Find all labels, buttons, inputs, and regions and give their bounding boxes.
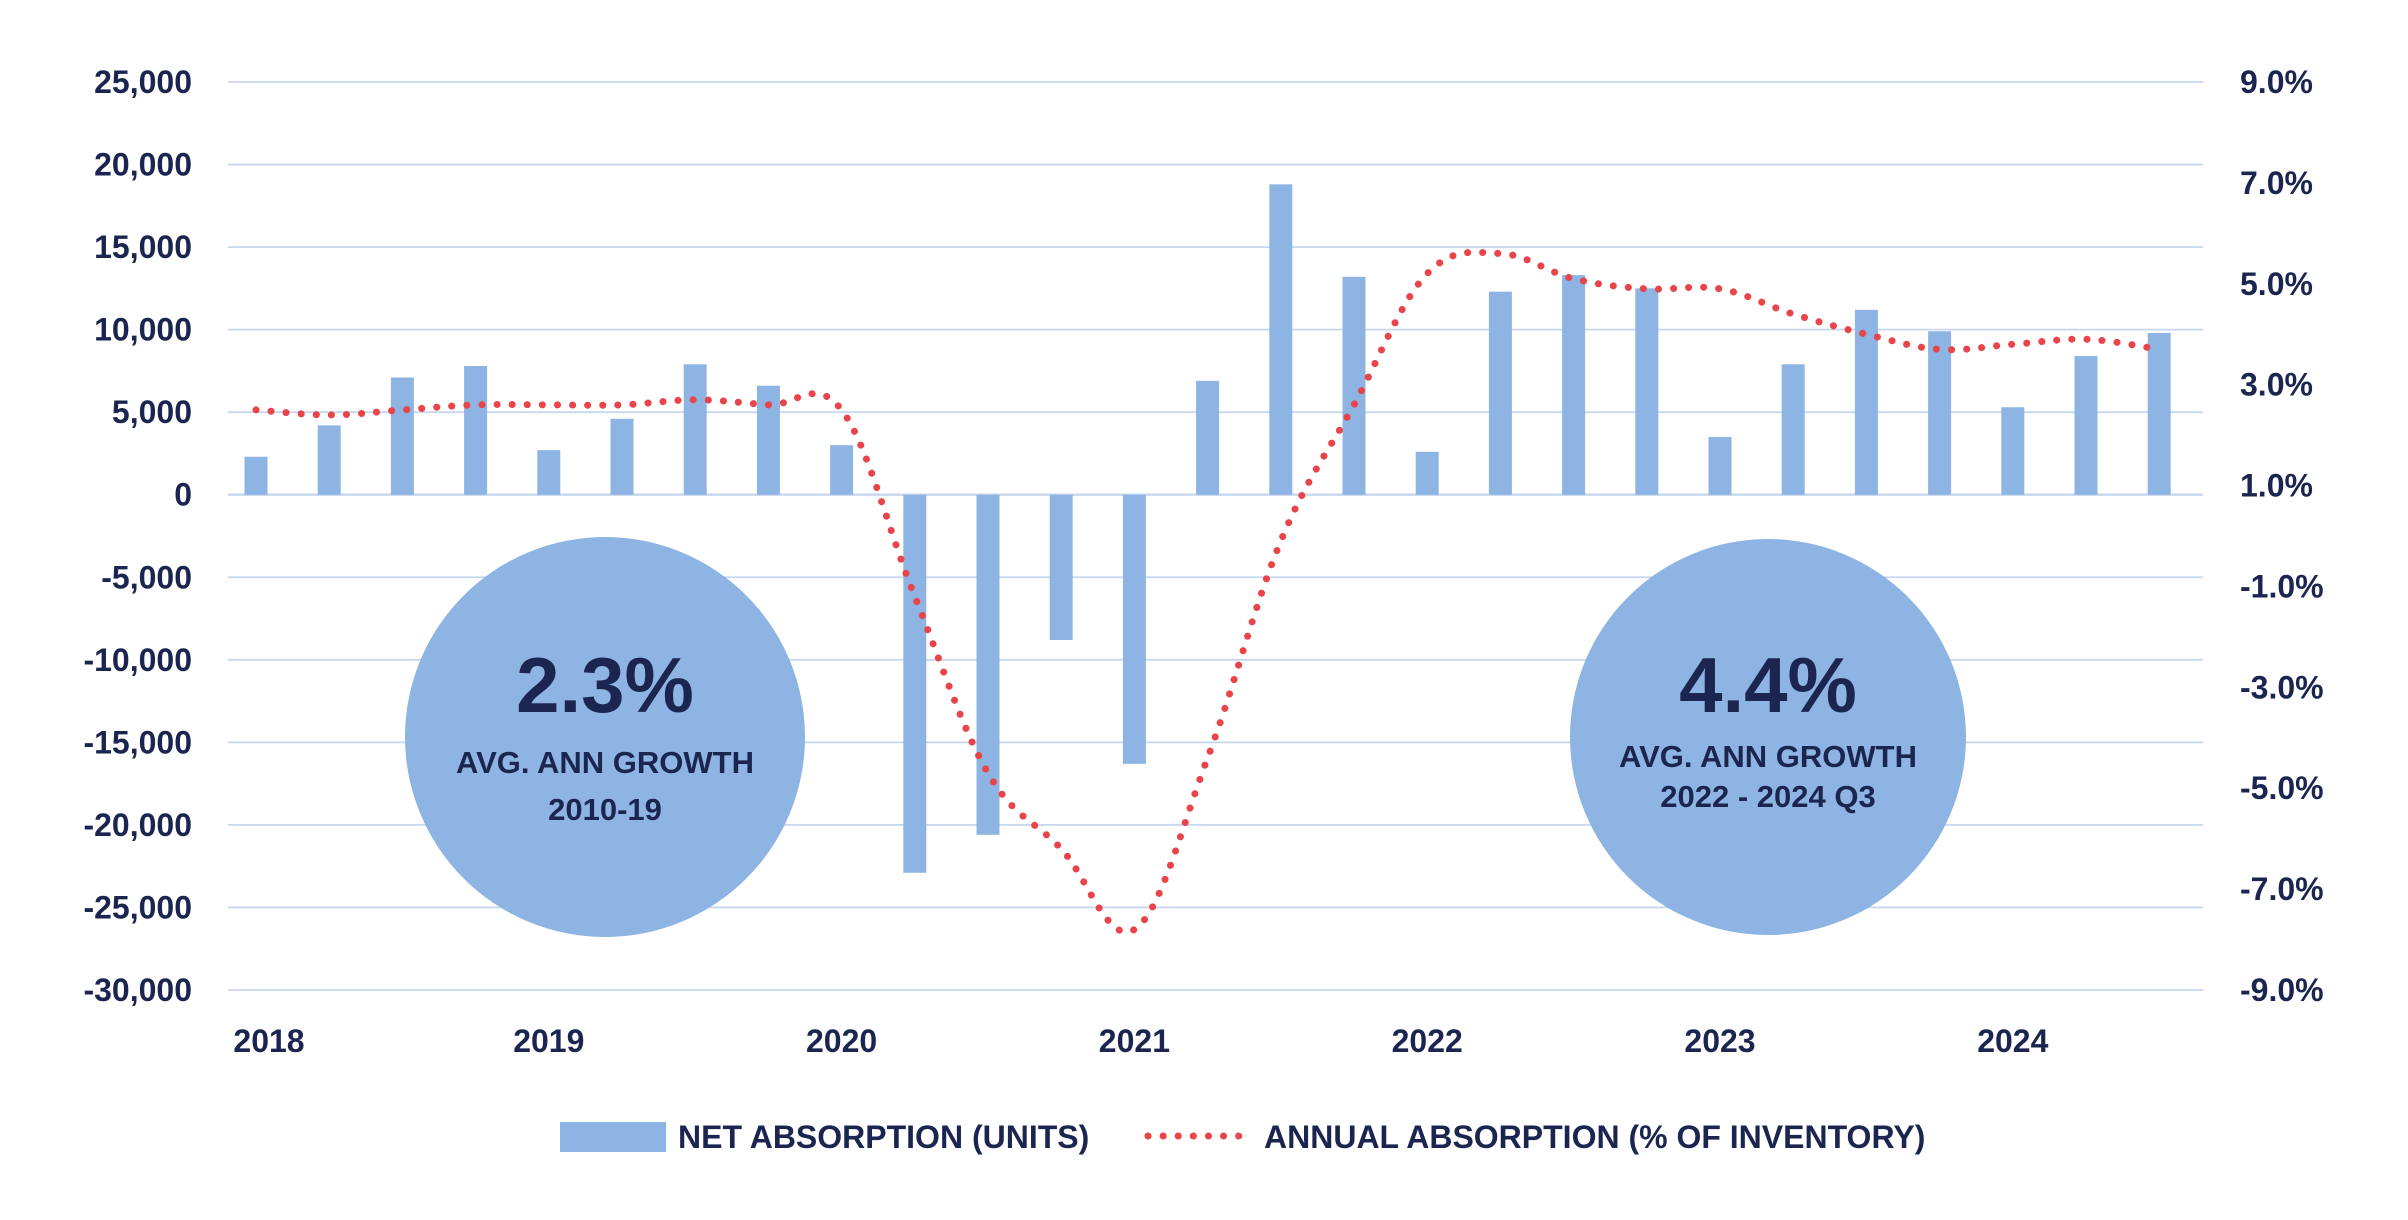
bar xyxy=(390,377,414,495)
bar xyxy=(1928,331,1952,495)
y2-tick-label: 5.0% xyxy=(2240,266,2313,302)
bar xyxy=(610,418,634,495)
bar xyxy=(1269,184,1293,495)
annotation-line-2: 2022 - 2024 Q3 xyxy=(1660,779,1875,814)
annotation-circles xyxy=(405,537,1966,937)
bar xyxy=(683,364,707,495)
bar xyxy=(830,445,854,495)
legend-bar-swatch xyxy=(560,1122,666,1152)
bar xyxy=(1708,436,1732,495)
x-tick-label: 2021 xyxy=(1099,1023,1170,1059)
y-tick-label: 15,000 xyxy=(94,229,192,265)
x-tick-label: 2022 xyxy=(1392,1023,1463,1059)
y-tick-label: -15,000 xyxy=(83,724,192,760)
bar xyxy=(1196,380,1220,495)
y-tick-label: -10,000 xyxy=(83,642,192,678)
x-tick-label: 2020 xyxy=(806,1023,877,1059)
bar xyxy=(537,450,561,495)
bar xyxy=(2147,332,2171,495)
y-tick-label: -5,000 xyxy=(101,559,192,595)
bar xyxy=(1635,288,1659,495)
y2-tick-label: -7.0% xyxy=(2240,871,2324,907)
y-tick-label: 25,000 xyxy=(94,64,192,100)
bar xyxy=(1562,275,1586,495)
bar xyxy=(1049,494,1073,641)
bar xyxy=(1781,364,1805,495)
bar xyxy=(903,494,927,873)
y2-tick-label: 1.0% xyxy=(2240,468,2313,504)
annotation-value: 4.4% xyxy=(1679,641,1857,729)
x-tick-label: 2019 xyxy=(513,1023,584,1059)
line-series-annual-absorption xyxy=(252,248,2163,936)
y-tick-label: 10,000 xyxy=(94,312,192,348)
bar xyxy=(244,456,268,495)
bar xyxy=(1488,291,1512,495)
y-tick-label: 0 xyxy=(174,477,192,513)
y2-tick-label: -3.0% xyxy=(2240,669,2324,705)
bar xyxy=(976,494,1000,835)
x-tick-label: 2023 xyxy=(1684,1023,1755,1059)
x-tick-label: 2018 xyxy=(233,1023,304,1059)
y-tick-label: 5,000 xyxy=(112,394,192,430)
annotation-line-1: AVG. ANN GROWTH xyxy=(1619,739,1917,774)
legend-label-net-absorption: NET ABSORPTION (UNITS) xyxy=(678,1119,1089,1155)
y2-tick-label: 7.0% xyxy=(2240,165,2313,201)
annotation-line-2: 2010-19 xyxy=(548,792,662,827)
bar xyxy=(1122,494,1146,764)
axis-labels: 25,000 20,000 15,000 10,000 5,000 0 -5,000 -10,… xyxy=(83,64,2323,1059)
dotted-line-series xyxy=(252,248,2163,936)
y2-tick-label: 3.0% xyxy=(2240,367,2313,403)
y-tick-label: -30,000 xyxy=(83,972,192,1008)
y2-tick-label: 9.0% xyxy=(2240,64,2313,100)
annotation-line-1: AVG. ANN GROWTH xyxy=(456,745,754,780)
bar xyxy=(2074,356,2098,495)
annotation-circle xyxy=(1570,539,1966,935)
y-tick-label: 20,000 xyxy=(94,147,192,183)
bar xyxy=(756,385,780,495)
annotation-texts: 2.3% AVG. ANN GROWTH 2010-19 4.4% AVG. ANN G… xyxy=(456,641,1917,827)
bar xyxy=(1342,276,1366,495)
y-tick-label: -20,000 xyxy=(83,807,192,843)
y2-tick-label: -5.0% xyxy=(2240,770,2324,806)
legend-label-annual-absorption: ANNUAL ABSORPTION (% OF INVENTORY) xyxy=(1264,1119,1925,1155)
x-tick-label: 2024 xyxy=(1977,1023,2048,1059)
bar xyxy=(317,425,341,495)
bar-series xyxy=(244,184,2171,873)
y2-tick-label: -9.0% xyxy=(2240,972,2324,1008)
bar xyxy=(2001,407,2025,495)
y2-tick-label: -1.0% xyxy=(2240,568,2324,604)
bar xyxy=(1854,309,1878,495)
annotation-circle xyxy=(405,537,805,937)
bar xyxy=(464,365,488,495)
annotation-value: 2.3% xyxy=(516,641,694,729)
legend: NET ABSORPTION (UNITS) ANNUAL ABSORPTION … xyxy=(560,1119,1925,1155)
y-tick-label: -25,000 xyxy=(83,889,192,925)
bar xyxy=(1415,451,1439,495)
